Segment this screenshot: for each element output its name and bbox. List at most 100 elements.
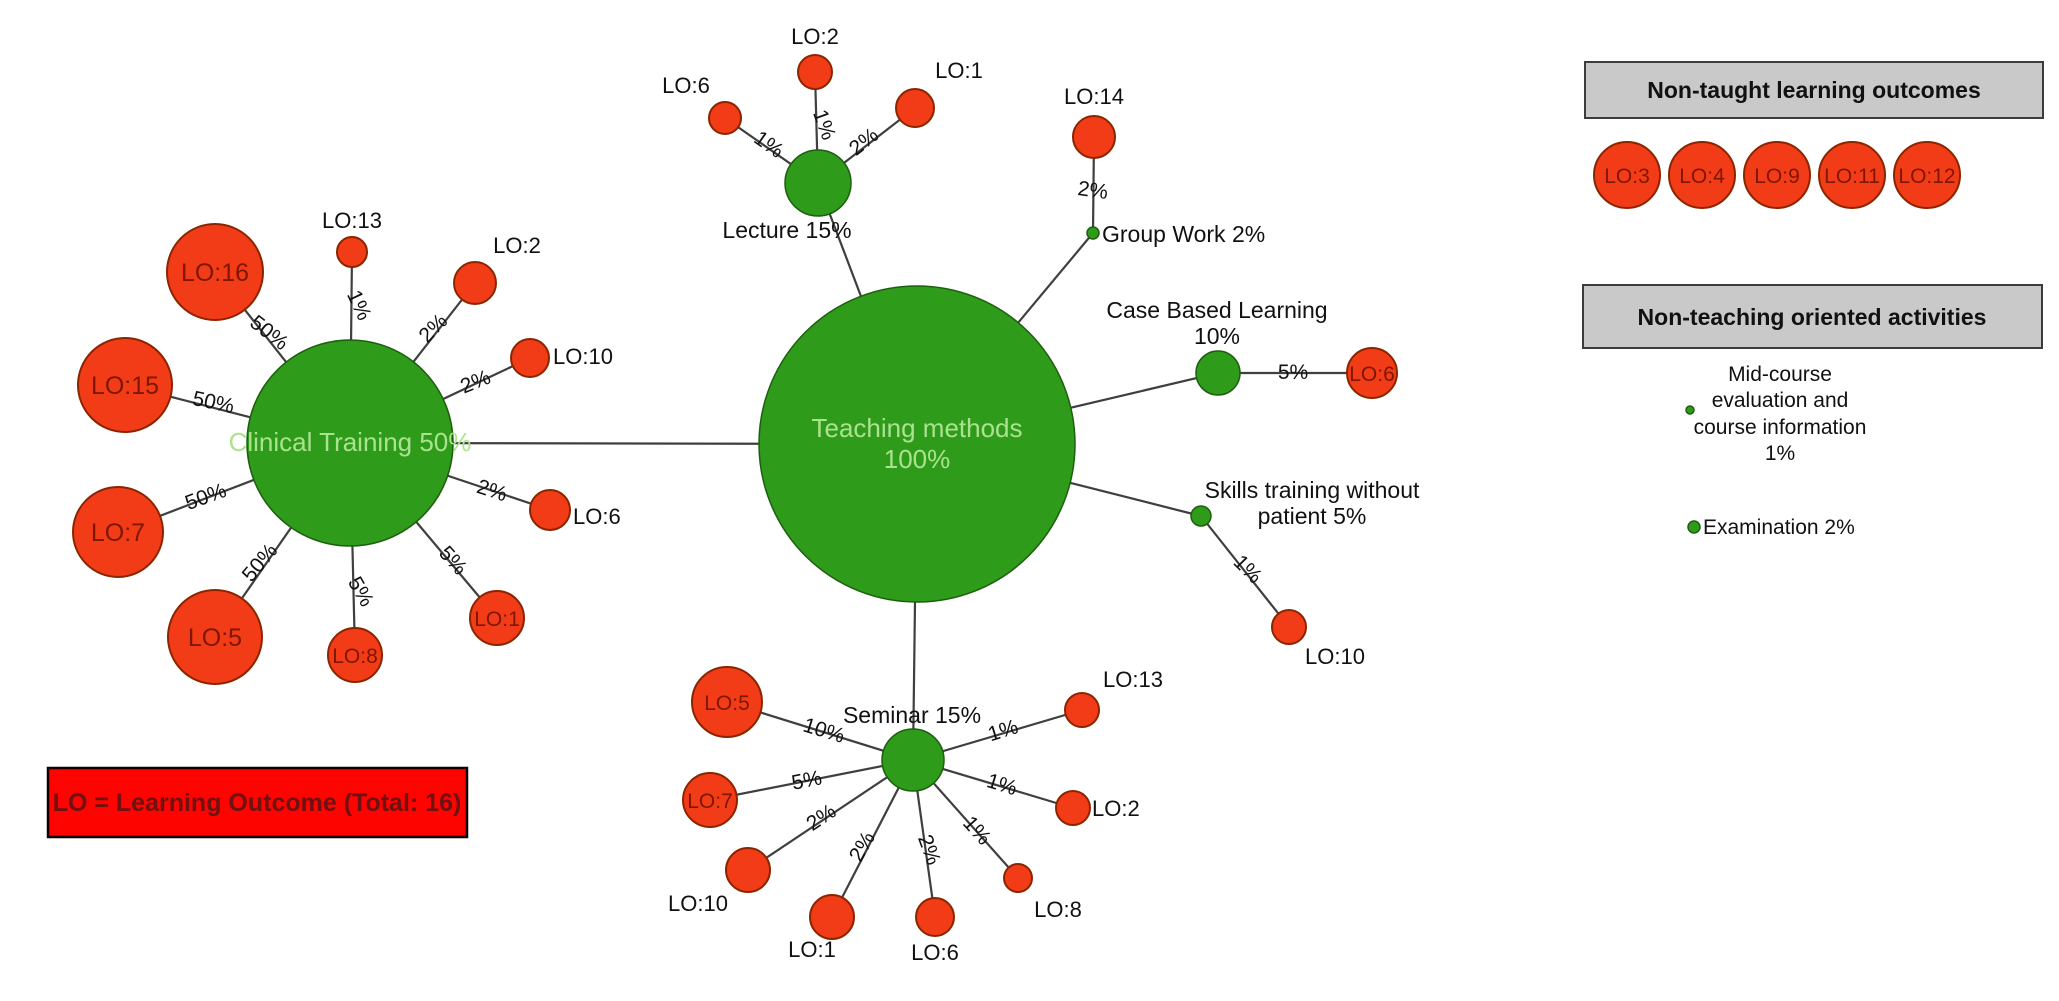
- non-taught-panel: Non-taught learning outcomes LO:3 LO:4 L…: [1584, 61, 2044, 209]
- edge-label: 2%: [415, 310, 453, 348]
- edge-label: 1%: [808, 107, 840, 143]
- edge-label: 10%: [800, 714, 847, 748]
- nontaught-lo3-node: [1593, 141, 1661, 209]
- seminar-lo6-node: [915, 897, 955, 937]
- non-taught-header-box: [1584, 61, 2044, 119]
- skills-label-line1: Skills training without: [1205, 477, 1420, 503]
- lecture-lo1-node: [895, 88, 935, 128]
- seminar-lo1-node: [809, 894, 855, 940]
- clinical-lo15-label: LO:15: [91, 372, 159, 400]
- seminar-lo1-label: LO:1: [788, 937, 836, 962]
- edge-seminar-lo10: [747, 759, 914, 871]
- clinical-lo7-label: LO:7: [91, 519, 145, 547]
- nontaught-lo3-label: LO:3: [1604, 165, 1650, 188]
- groupwork-lo14-node: [1072, 115, 1116, 159]
- edge-label: 5%: [434, 542, 471, 580]
- casebased-lo6-node: [1346, 347, 1398, 399]
- edge-seminar-lo7: [709, 758, 914, 802]
- edge-skills-lo10: [1200, 515, 1290, 628]
- clinical-lo1-node: [469, 590, 525, 646]
- nontaught-lo12-label: LO:12: [1898, 165, 1955, 188]
- seminar-lo5-label: LO:5: [704, 692, 750, 715]
- lecture-lo6-node: [708, 101, 742, 135]
- midcourse-line2: evaluation and: [1712, 389, 1849, 412]
- edge-label: 5%: [1278, 361, 1308, 384]
- skills-lo10-label: LO:10: [1305, 644, 1365, 669]
- lecture-lo1-label: LO:1: [935, 58, 983, 83]
- seminar-lo2-label: LO:2: [1092, 796, 1140, 821]
- edge-label: 2%: [913, 832, 945, 868]
- teaching-methods-label-line2: 100%: [884, 444, 951, 474]
- legend-label: LO = Learning Outcome (Total: 16): [53, 789, 462, 817]
- nontaught-lo11-label: LO:11: [1824, 165, 1880, 188]
- seminar-lo10-node: [725, 847, 771, 893]
- nontaught-lo4-label: LO:4: [1679, 165, 1725, 188]
- case-based-learning-node: [1195, 350, 1241, 396]
- clinical-lo5-label: LO:5: [188, 624, 242, 652]
- edge-label: 2%: [474, 475, 510, 506]
- midcourse-dot: [1685, 405, 1695, 415]
- clinical-lo6-node: [529, 489, 571, 531]
- edge-label: 5%: [790, 766, 824, 794]
- clinical-lo13-label: LO:13: [322, 208, 382, 233]
- casebased-lo6-label: LO:6: [1349, 363, 1395, 386]
- seminar-lo5-node: [691, 666, 763, 738]
- clinical-lo10-label: LO:10: [553, 344, 613, 369]
- legend: LO = Learning Outcome (Total: 16): [46, 766, 469, 839]
- clinical-lo7-node: [72, 486, 164, 578]
- skills-label-line2: patient 5%: [1258, 503, 1367, 529]
- group-work-node: [1086, 226, 1100, 240]
- nontaught-lo9-label: LO:9: [1754, 165, 1800, 188]
- group-work-label: Group Work 2%: [1102, 221, 1265, 247]
- edge-label: 1%: [342, 287, 376, 324]
- seminar-lo13-label: LO:13: [1103, 667, 1163, 692]
- nontaught-lo12-node: [1893, 141, 1961, 209]
- midcourse-line4: 1%: [1765, 442, 1795, 465]
- clinical-lo13-node: [336, 236, 368, 268]
- examination-dot: [1687, 520, 1701, 534]
- edge-label: 50%: [245, 311, 292, 355]
- clinical-lo16-node: [166, 223, 264, 321]
- clinical-lo15-node: [77, 337, 173, 433]
- lecture-lo2-node: [797, 54, 833, 90]
- clinical-lo5-node: [167, 589, 263, 685]
- midcourse-line3: course information: [1694, 416, 1867, 439]
- seminar-label: Seminar 15%: [843, 702, 981, 728]
- edge-label: 50%: [190, 387, 236, 418]
- clinical-lo8-label: LO:8: [332, 645, 378, 668]
- teaching-methods-label-line1: Teaching methods: [811, 413, 1022, 443]
- seminar-lo7-node: [682, 772, 738, 828]
- clinical-lo2-label: LO:2: [493, 233, 541, 258]
- nontaught-lo9-node: [1743, 141, 1811, 209]
- seminar-lo8-label: LO:8: [1034, 897, 1082, 922]
- seminar-lo7-label: LO:7: [687, 790, 733, 813]
- nontaught-lo11-node: [1818, 141, 1886, 209]
- seminar-lo6-label: LO:6: [911, 940, 959, 965]
- seminar-lo10-label: LO:10: [668, 891, 728, 916]
- lecture-node: [784, 149, 852, 217]
- seminar-node: [881, 728, 945, 792]
- edge-label: 5%: [343, 573, 378, 611]
- midcourse-line1: Mid-course: [1728, 363, 1832, 386]
- seminar-lo8-node: [1003, 863, 1033, 893]
- seminar-lo13-node: [1064, 692, 1100, 728]
- edge-label: 50%: [182, 479, 229, 515]
- edge-label: 1%: [984, 769, 1020, 800]
- lecture-lo6-label: LO:6: [662, 73, 710, 98]
- case-based-label-line2: 10%: [1194, 323, 1240, 349]
- edge-label: 2%: [845, 123, 883, 160]
- edge-label: 2%: [457, 366, 494, 399]
- non-teaching-header-label: Non-teaching oriented activities: [1638, 304, 1987, 330]
- nontaught-lo4-node: [1668, 141, 1736, 209]
- non-teaching-panel: Non-teaching oriented activities Mid-cou…: [1582, 284, 2043, 539]
- clinical-training-label: Clinical Training 50%: [229, 427, 472, 457]
- lecture-label: Lecture 15%: [722, 217, 851, 243]
- non-taught-header-label: Non-taught learning outcomes: [1647, 77, 1981, 103]
- clinical-lo8-node: [327, 627, 383, 683]
- clinical-lo10-node: [510, 338, 550, 378]
- clinical-training-node: [246, 339, 454, 547]
- teaching-methods-node: [758, 285, 1076, 603]
- examination-label: Examination 2%: [1703, 516, 1855, 539]
